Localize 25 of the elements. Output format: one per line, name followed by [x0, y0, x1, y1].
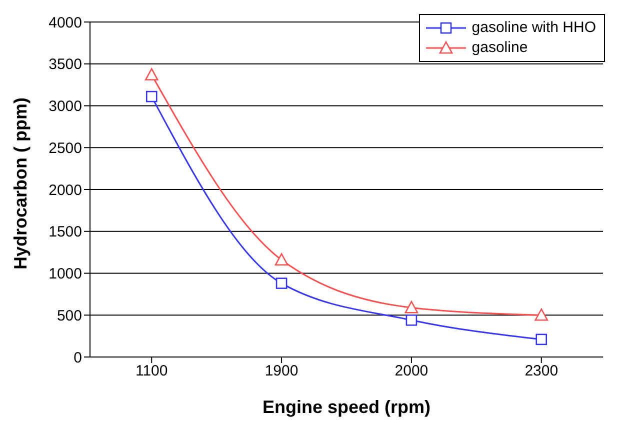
y-tick-label: 4000 [48, 14, 82, 32]
point [406, 314, 418, 326]
legend-label: gasoline with HHO [472, 18, 596, 38]
point [534, 308, 548, 321]
x-tick-label: 2000 [394, 362, 428, 380]
x-tick-label: 1100 [135, 362, 168, 380]
y-axis-title: Hydrocarbon ( ppm) [10, 97, 30, 270]
x-axis-title: Engine speed (rpm) [262, 397, 431, 417]
y-tick-label: 0 [74, 349, 82, 366]
point [536, 334, 548, 346]
y-tick-label: 500 [56, 307, 82, 324]
y-tick-label: 2000 [48, 182, 82, 199]
point [146, 90, 158, 102]
point [404, 300, 418, 314]
y-tick-label: 1500 [48, 224, 82, 241]
point [144, 68, 158, 80]
point [274, 253, 288, 266]
y-tick-label: 3500 [48, 56, 82, 74]
y-tick-label: 2500 [48, 140, 82, 157]
legend-label: gasoline [472, 38, 528, 58]
x-tick-label: 1900 [264, 362, 298, 380]
point [276, 278, 288, 289]
x-tick-label: 2300 [524, 362, 558, 380]
y-tick-label: 3000 [48, 98, 82, 116]
y-tick-label: 1000 [48, 266, 82, 283]
